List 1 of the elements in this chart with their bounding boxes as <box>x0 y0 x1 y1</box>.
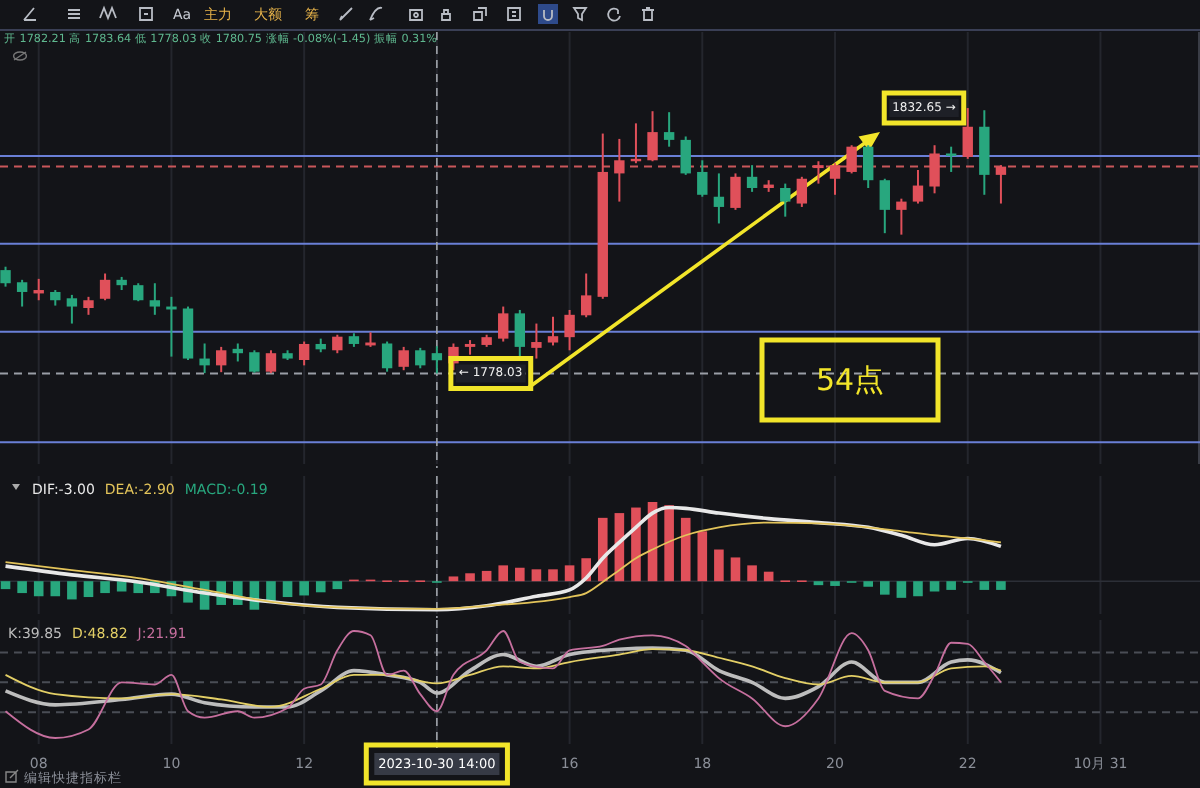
annotation: 54点 <box>815 362 885 398</box>
